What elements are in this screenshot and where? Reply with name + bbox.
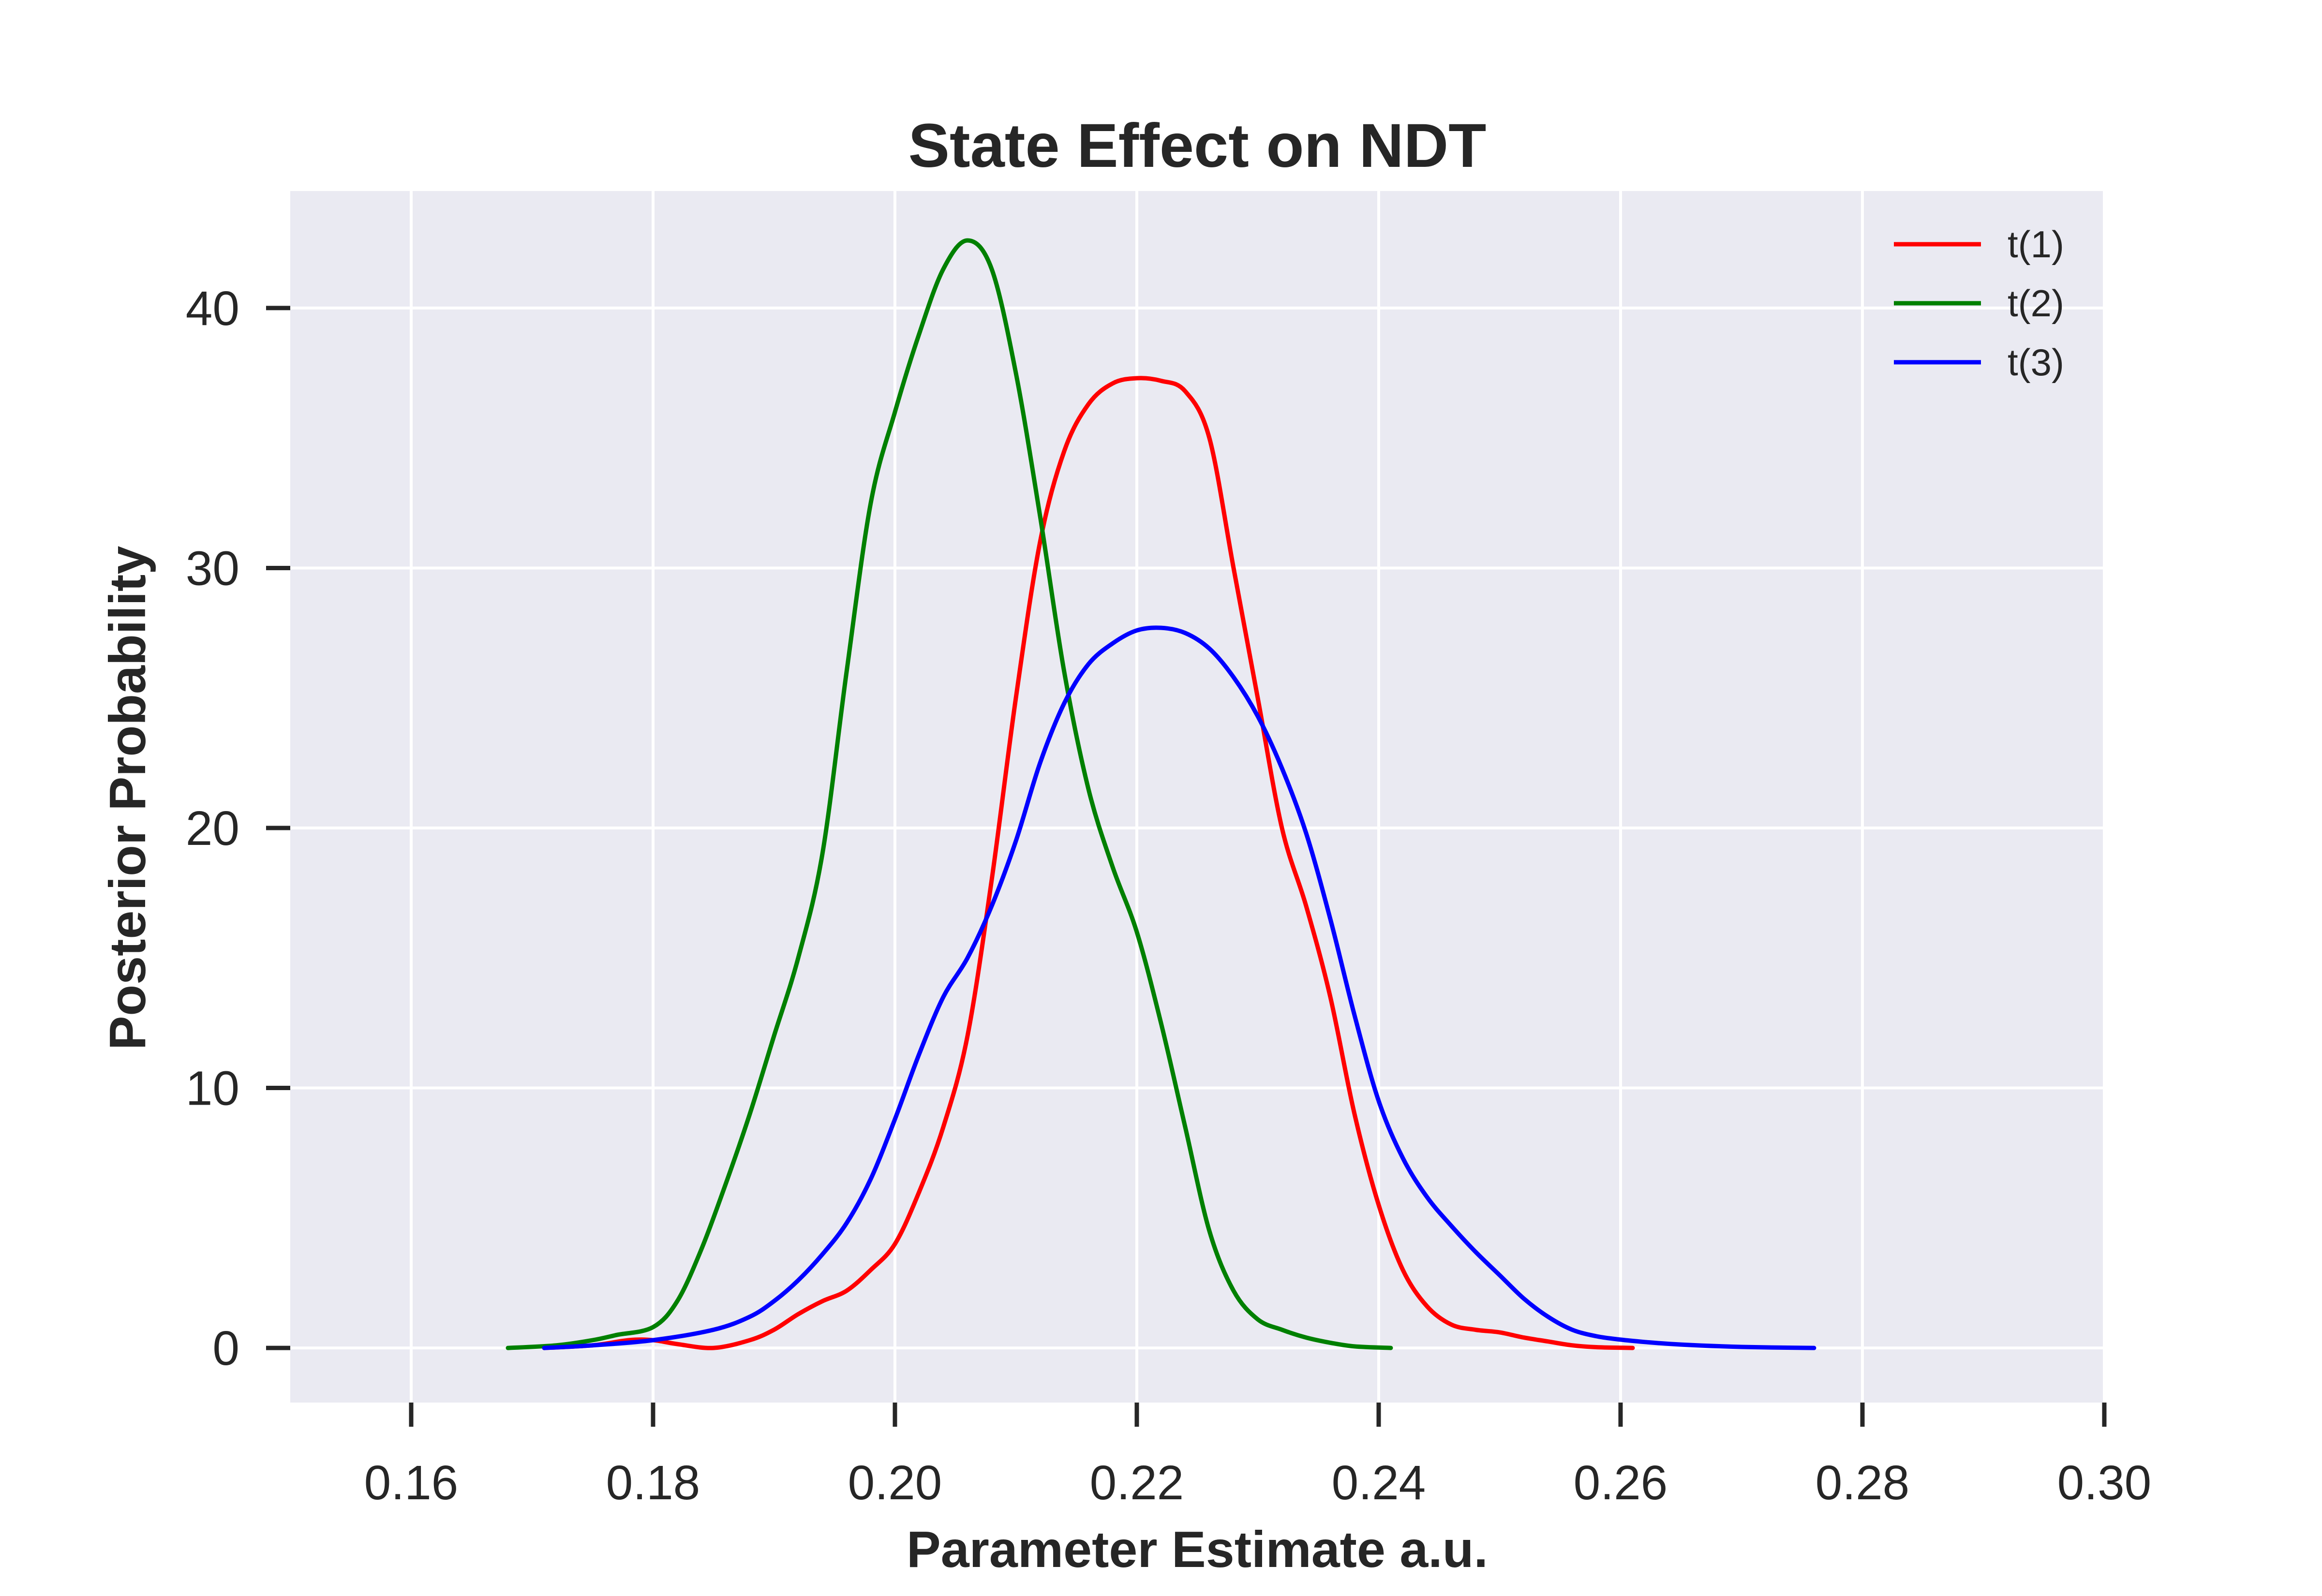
series-line-3: [542, 625, 1816, 1350]
x-axis-label: Parameter Estimate a.u.: [907, 1521, 1488, 1578]
chart-title: State Effect on NDT: [908, 111, 1487, 180]
x-tick-label: 0.24: [1332, 1456, 1426, 1510]
y-tick-label: 10: [186, 1062, 239, 1116]
series-layer: [506, 238, 1816, 1350]
y-tick-label: 40: [186, 281, 239, 336]
x-tick-label: 0.18: [606, 1456, 700, 1510]
x-tick-label: 0.28: [1816, 1456, 1910, 1510]
x-tick-label: 0.16: [364, 1456, 459, 1510]
y-tick-label: 0: [212, 1321, 239, 1375]
x-tick-label: 0.26: [1574, 1456, 1668, 1510]
legend-label-3: t(3): [2008, 341, 2064, 384]
legend-label-2: t(2): [2008, 282, 2064, 325]
axis-ticks: 0.16 0.18 0.20 0.22 0.24 0.26 0.28 0.30 0 10 20 30 4…: [186, 281, 2152, 1510]
x-tick-label: 0.30: [2057, 1456, 2152, 1510]
x-tick-label: 0.22: [1090, 1456, 1184, 1510]
y-tick-label: 20: [186, 801, 239, 856]
x-tick-label: 0.20: [848, 1456, 942, 1510]
legend-label-1: t(1): [2008, 223, 2064, 266]
series-line-2: [506, 238, 1393, 1350]
plot-area: [290, 191, 2104, 1403]
y-tick-label: 30: [186, 541, 239, 595]
grid: [290, 191, 2106, 1403]
series-line-1: [542, 376, 1635, 1350]
y-axis-label: Posterior Probability: [99, 546, 156, 1050]
legend: t(1) t(2) t(3): [1894, 223, 2064, 384]
